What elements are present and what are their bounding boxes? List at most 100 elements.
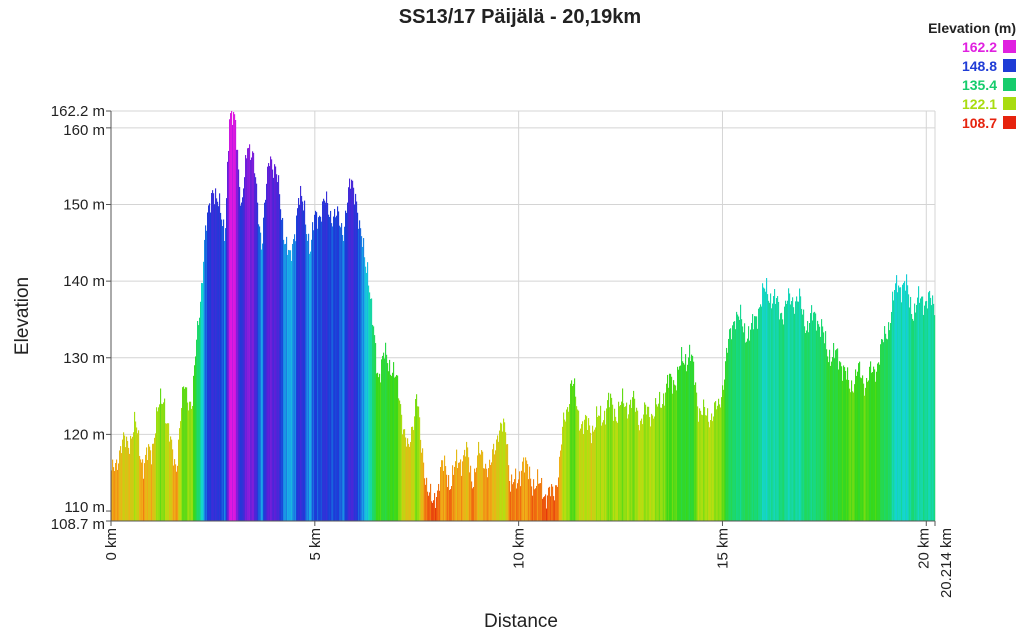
elevation-bar: [607, 400, 609, 521]
elevation-bar: [662, 404, 664, 521]
elevation-bar: [281, 219, 283, 521]
elevation-bar: [749, 340, 751, 521]
elevation-bar: [757, 328, 759, 521]
elevation-bar: [856, 375, 858, 521]
elevation-bar: [338, 211, 340, 521]
elevation-bar: [690, 361, 692, 521]
elevation-bar: [275, 166, 277, 521]
elevation-bar: [787, 300, 789, 521]
elevation-bar: [152, 443, 154, 521]
elevation-bar: [775, 303, 777, 521]
elevation-bar: [808, 332, 810, 521]
elevation-bar: [143, 478, 145, 521]
elevation-bar: [192, 405, 194, 521]
elevation-bar: [865, 387, 867, 521]
elevation-bar: [474, 468, 476, 521]
elevation-bar: [616, 421, 618, 521]
elevation-bar: [346, 212, 348, 521]
elevation-bar: [797, 301, 799, 521]
elevation-bar: [248, 147, 250, 521]
elevation-bar: [643, 414, 645, 521]
elevation-bar: [393, 362, 395, 521]
elevation-bar: [733, 321, 735, 521]
elevation-bar: [592, 425, 594, 521]
elevation-bar: [832, 357, 834, 521]
elevation-bar: [334, 208, 336, 521]
elevation-bar: [788, 288, 790, 521]
elevation-bar: [628, 414, 630, 521]
elevation-bar: [912, 318, 914, 521]
elevation-bar: [148, 444, 150, 521]
elevation-bar: [843, 365, 845, 521]
elevation-bar: [831, 361, 833, 521]
elevation-bar: [241, 202, 243, 521]
elevation-bar: [517, 483, 519, 521]
elevation-bar: [873, 366, 875, 521]
elevation-bar: [120, 446, 122, 521]
elevation-bar: [471, 481, 473, 521]
elevation-bar: [135, 421, 137, 521]
elevation-bar: [857, 371, 859, 521]
elevation-bar: [789, 293, 791, 521]
elevation-bar: [665, 392, 667, 521]
elevation-bar: [771, 308, 773, 521]
elevation-bar: [706, 415, 708, 521]
elevation-bar: [269, 166, 271, 522]
y-tick-label: 130 m: [63, 350, 105, 367]
elevation-bar: [875, 381, 877, 521]
elevation-bar: [216, 198, 218, 522]
elevation-bar: [409, 446, 411, 521]
elevation-bar: [869, 366, 871, 521]
y-tick-label: 160 m: [63, 122, 105, 139]
elevation-bar: [226, 198, 228, 522]
elevation-bar: [631, 407, 633, 521]
elevation-bar: [508, 465, 510, 521]
elevation-bar: [164, 398, 166, 521]
elevation-bar: [175, 464, 177, 521]
elevation-bar: [277, 182, 279, 521]
elevation-bar: [655, 398, 657, 521]
elevation-bar: [847, 367, 849, 521]
elevation-bar: [492, 449, 494, 521]
elevation-bar: [835, 350, 837, 521]
elevation-bar: [507, 444, 509, 521]
elevation-bar: [203, 261, 205, 521]
elevation-bar: [846, 379, 848, 521]
elevation-bar: [548, 487, 550, 521]
elevation-bar: [174, 459, 176, 521]
elevation-bar: [724, 379, 726, 521]
elevation-bar: [141, 462, 143, 521]
elevation-bar: [390, 374, 392, 521]
elevation-bar: [173, 465, 175, 521]
elevation-bar: [918, 286, 920, 521]
elevation-bar: [336, 215, 338, 521]
elevation-bar: [339, 225, 341, 521]
elevation-bar: [136, 427, 138, 521]
elevation-bar: [127, 440, 129, 521]
y-tick-label: 110 m: [64, 499, 105, 516]
elevation-bar: [617, 422, 619, 521]
elevation-bar: [584, 419, 586, 521]
elevation-bar: [318, 217, 320, 521]
elevation-bar: [556, 485, 558, 521]
elevation-bar: [539, 483, 541, 521]
elevation-bar: [431, 501, 433, 521]
elevation-bar: [711, 413, 713, 521]
elevation-bar: [751, 322, 753, 521]
elevation-bar: [707, 408, 709, 521]
elevation-bar: [689, 344, 691, 521]
elevation-bar: [551, 484, 553, 521]
elevation-bar: [315, 210, 317, 522]
elevation-bar: [750, 329, 752, 521]
elevation-bar: [425, 484, 427, 521]
elevation-bar: [861, 378, 863, 521]
elevation-bar: [536, 485, 538, 521]
legend-swatch: [1003, 116, 1016, 129]
elevation-bar: [374, 335, 376, 521]
elevation-bar: [288, 249, 290, 521]
elevation-bar: [161, 403, 163, 521]
elevation-bar: [183, 386, 185, 521]
elevation-bar: [641, 418, 643, 521]
elevation-bar: [594, 429, 596, 521]
elevation-bar: [793, 307, 795, 521]
